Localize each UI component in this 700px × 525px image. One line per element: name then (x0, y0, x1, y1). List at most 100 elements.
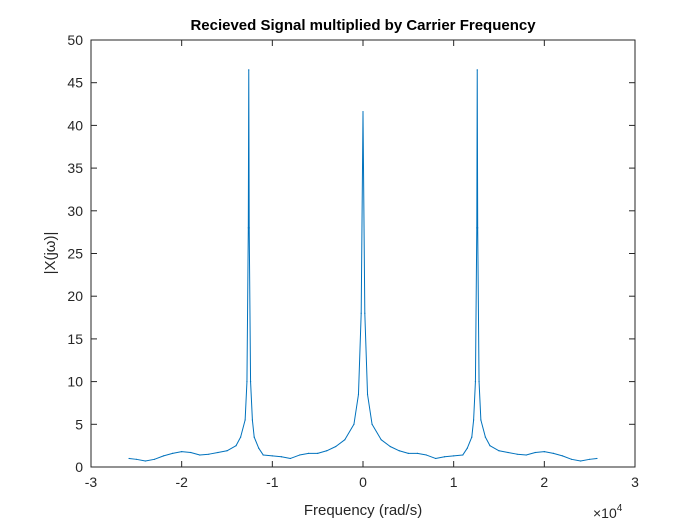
data-point (525, 454, 527, 456)
y-axis-label: |X(jω)| (42, 232, 59, 275)
data-point (217, 451, 219, 454)
data-point (474, 381, 477, 383)
data-point (357, 393, 360, 396)
x-tick-label: -1 (266, 474, 279, 490)
data-point (190, 451, 192, 454)
x-tick-label: 0 (359, 474, 367, 490)
data-point (153, 458, 156, 460)
data-point (248, 227, 250, 229)
data-point (498, 450, 500, 452)
data-point (570, 458, 573, 460)
x-tick-label: 1 (450, 474, 458, 490)
data-point (596, 457, 598, 460)
data-point (280, 456, 282, 458)
x-axis-exponent-base: ×10 (593, 505, 617, 521)
plot-area (91, 40, 635, 467)
data-point (135, 458, 137, 460)
data-point (208, 453, 210, 455)
x-axis-exponent: ×104 (593, 503, 623, 521)
data-point (298, 454, 301, 456)
y-tick-label: 15 (67, 331, 83, 347)
data-point (489, 445, 491, 447)
data-point (477, 227, 479, 229)
data-point (353, 423, 355, 425)
y-tick-label: 20 (67, 288, 83, 304)
data-point (425, 454, 428, 456)
data-point (444, 456, 446, 458)
data-point (289, 457, 292, 460)
data-point (262, 454, 264, 456)
data-point (507, 451, 509, 454)
x-tick-label: 3 (631, 474, 639, 490)
data-point (580, 460, 582, 462)
data-point (247, 227, 249, 229)
data-point (253, 436, 255, 438)
series-layer (128, 69, 598, 462)
y-tick-label: 30 (67, 203, 83, 219)
data-point (589, 458, 591, 460)
data-point (453, 455, 455, 457)
data-point (364, 312, 366, 314)
data-point (317, 452, 319, 454)
data-point (534, 451, 536, 454)
data-point (398, 450, 400, 452)
data-point (484, 436, 486, 438)
data-point (371, 423, 373, 425)
data-point (249, 381, 252, 383)
data-point (362, 111, 364, 113)
data-point (162, 455, 165, 457)
data-point (389, 445, 391, 448)
data-point (240, 436, 242, 438)
x-axis-label: Frequency (rad/s) (304, 502, 422, 519)
data-point (552, 452, 555, 454)
x-tick-label: 2 (540, 474, 548, 490)
data-point (308, 452, 310, 454)
data-point (248, 69, 250, 71)
data-point (199, 454, 201, 456)
data-point (366, 393, 369, 396)
y-tick-label: 0 (75, 459, 83, 475)
data-point (172, 452, 174, 454)
data-point (258, 447, 260, 449)
data-point (144, 460, 146, 462)
x-axis-exponent-power: 4 (617, 503, 623, 514)
data-point (434, 457, 437, 460)
data-point (478, 381, 480, 383)
y-tick-label: 35 (67, 160, 83, 176)
data-point (380, 439, 382, 441)
chart-title: Recieved Signal multiplied by Carrier Fr… (190, 17, 536, 34)
data-point (335, 445, 337, 448)
data-point (326, 450, 328, 452)
data-point (226, 450, 228, 452)
x-tick-label: -3 (85, 474, 98, 490)
data-point (561, 455, 564, 457)
data-point (480, 419, 482, 421)
data-point (251, 419, 253, 421)
data-point (235, 445, 237, 447)
y-tick-label: 50 (67, 32, 83, 48)
data-point (246, 381, 248, 383)
y-tick-label: 45 (67, 75, 83, 91)
data-point (543, 451, 545, 453)
data-point (244, 419, 246, 421)
plot-frame (90, 39, 636, 468)
data-point (271, 455, 273, 457)
x-tick-label: -2 (175, 474, 188, 490)
data-point (476, 69, 478, 71)
data-point (462, 454, 464, 456)
data-point (466, 447, 468, 449)
data-point (471, 436, 473, 438)
y-tick-label: 40 (67, 117, 83, 133)
y-tick-label: 25 (67, 246, 83, 262)
data-point (360, 312, 362, 314)
data-point (181, 451, 183, 453)
data-point (416, 452, 418, 454)
data-point (516, 453, 518, 455)
data-point (473, 419, 475, 421)
data-point (344, 439, 346, 441)
data-point (407, 452, 409, 454)
data-point (128, 457, 130, 460)
data-point (476, 227, 478, 229)
